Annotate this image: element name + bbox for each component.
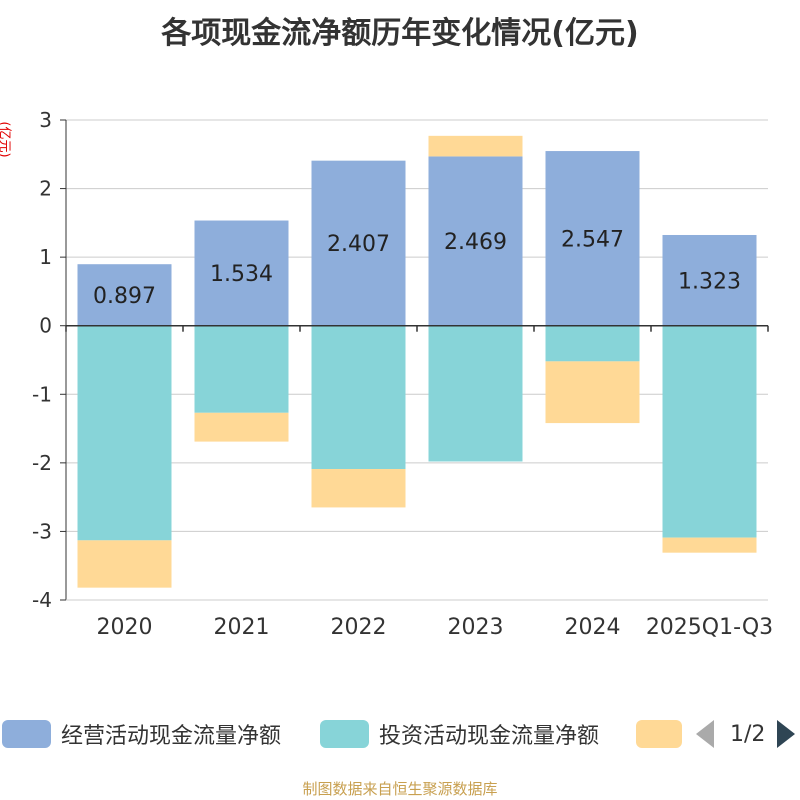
y-tick-label: 0 <box>39 314 52 338</box>
x-category-label: 2021 <box>214 615 270 640</box>
x-category-label: 2020 <box>97 615 153 640</box>
bar-series1-2020 <box>77 325 172 541</box>
y-tick-label: -1 <box>32 382 52 406</box>
data-label-2020: 0.897 <box>93 284 156 309</box>
legend-swatch-investing <box>320 720 369 748</box>
bar-series0-2023 <box>428 156 523 326</box>
bar-series1-2021 <box>194 325 289 413</box>
bar-series2-2024 <box>545 361 640 424</box>
x-category-label: 2025Q1-Q3 <box>646 615 773 640</box>
legend: 经营活动现金流量净额 投资活动现金流量净额 <box>0 716 800 756</box>
x-category-label: 2022 <box>331 615 387 640</box>
bar-series1-2025Q1-Q3 <box>662 325 757 538</box>
legend-pager: 1/2 <box>696 716 796 752</box>
x-category-label: 2024 <box>565 615 621 640</box>
y-tick-label: 1 <box>39 245 52 269</box>
legend-item-investing[interactable]: 投资活动现金流量净额 <box>320 716 599 752</box>
data-label-2022: 2.407 <box>327 232 390 257</box>
data-label-2021: 1.534 <box>210 262 273 287</box>
bar-series2-2022 <box>311 469 406 508</box>
data-label-2023: 2.469 <box>444 230 507 255</box>
bar-series0-2020 <box>77 264 172 326</box>
y-tick-label: 2 <box>39 177 52 201</box>
bar-series1-2024 <box>545 325 640 362</box>
legend-label-investing: 投资活动现金流量净额 <box>379 724 600 749</box>
bar-series0-2024 <box>545 151 640 326</box>
legend-item-financing[interactable] <box>636 716 692 752</box>
data-label-2025Q1-Q3: 1.323 <box>678 269 741 294</box>
chart-title: 各项现金流净额历年变化情况(亿元) <box>161 16 639 51</box>
legend-prev-arrow-icon[interactable] <box>696 720 714 748</box>
legend-swatch-operating <box>2 720 51 748</box>
y-tick-label: -3 <box>32 519 52 543</box>
data-source-note: 制图数据来自恒生聚源数据库 <box>302 780 498 798</box>
legend-swatch-financing <box>636 720 682 748</box>
legend-item-operating[interactable]: 经营活动现金流量净额 <box>2 716 281 752</box>
bar-series2-2025Q1-Q3 <box>662 537 757 553</box>
x-category-label: 2023 <box>448 615 504 640</box>
y-tick-label: -2 <box>32 451 52 475</box>
bar-series1-2023 <box>428 325 523 462</box>
bar-series0-2025Q1-Q3 <box>662 234 757 326</box>
chart-canvas: 3 2 1 0 -1 -2 -3 -4 0.897 1.534 2.407 2.469 2.547 1.3… <box>32 108 773 640</box>
y-tick-label: -4 <box>32 588 52 612</box>
legend-next-arrow-icon[interactable] <box>777 720 796 748</box>
bar-series2-2021 <box>194 412 289 442</box>
bar-series0-2022 <box>311 160 406 326</box>
bar-series2-2020 <box>77 540 172 588</box>
legend-label-operating: 经营活动现金流量净额 <box>61 724 282 749</box>
y-tick-label: 3 <box>39 108 52 132</box>
bar-series0-2021 <box>194 220 289 326</box>
legend-page-indicator: 1/2 <box>730 721 766 747</box>
bar-series1-2022 <box>311 325 406 470</box>
bar-series2-2023 <box>428 135 523 157</box>
data-label-2024: 2.547 <box>561 227 624 252</box>
